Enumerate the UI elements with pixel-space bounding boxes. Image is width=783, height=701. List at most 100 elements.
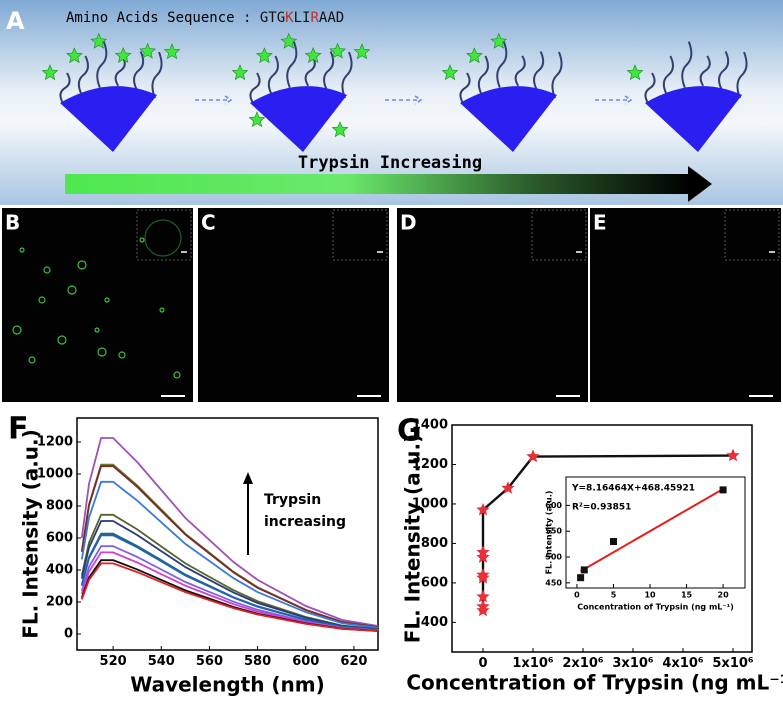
star-marker (476, 599, 490, 613)
plot-frame (451, 424, 753, 653)
r-squared: R²=0.93851 (572, 503, 631, 513)
peptide-chain (681, 41, 693, 88)
star-marker (501, 481, 515, 494)
peptide-chain (77, 55, 89, 95)
step-arrow (195, 95, 233, 105)
annotation: Trypsin (264, 492, 321, 508)
y-tick-label: 1000 (412, 496, 448, 511)
x-tick-label: 560 (196, 654, 223, 669)
cell (19, 247, 25, 253)
peptide-chain (699, 55, 711, 87)
dye-star (441, 64, 459, 81)
star-marker (526, 449, 540, 463)
x-tick-label: 4x10⁶ (662, 656, 704, 671)
peptide-chain (496, 41, 508, 88)
sequence-part: K (285, 10, 294, 26)
x-tick-label: 1x10⁶ (512, 656, 554, 671)
peptide-chain (718, 51, 730, 90)
equation: Y=8.16464X+468.45921 (571, 484, 695, 494)
peptide-chain (477, 55, 489, 95)
nanoparticle (460, 86, 557, 152)
y-tick-label: 0 (64, 627, 73, 642)
data-line (80, 520, 379, 631)
nanoparticle (645, 86, 742, 152)
dye-star (114, 47, 132, 63)
peptide-chain (59, 72, 71, 104)
peptide-chain (514, 55, 526, 87)
cell (139, 237, 145, 243)
cell (67, 285, 77, 295)
y-axis-label: FL. Intensity (a.u.) (401, 434, 425, 644)
x-tick-label: 2x10⁶ (562, 656, 604, 671)
x-axis-label: Wavelength (nm) (130, 673, 325, 697)
y-tick-label: 400 (421, 615, 448, 630)
peptide-chain (249, 72, 261, 104)
data-line (80, 437, 379, 627)
panel-label: F (8, 412, 29, 447)
x-tick-label: 520 (100, 654, 127, 669)
sequence-label: Amino Acids Sequence : (66, 10, 260, 26)
peptide-chain (304, 55, 316, 87)
y-tick-label: 1400 (412, 418, 448, 433)
y-tick-label: 800 (421, 536, 448, 551)
plot-frame (565, 476, 746, 589)
x-tick-label: 5 (611, 591, 617, 600)
annotation: increasing (264, 514, 346, 530)
x-tick-label: 600 (292, 654, 319, 669)
panel-label: G (397, 414, 422, 449)
y-tick-label: 1200 (37, 435, 73, 450)
y-tick-label: 600 (421, 575, 448, 590)
peptide-chain (551, 51, 563, 99)
x-axis-label: Concentration of Trypsin (ng mL⁻¹) (406, 671, 783, 695)
peptide-chain (459, 72, 471, 104)
x-tick-label: 620 (340, 654, 367, 669)
panel-label: A (6, 7, 25, 35)
star-marker (476, 545, 490, 558)
sequence-part: GTG (260, 10, 285, 26)
peptide-chain (533, 51, 545, 90)
data-line (80, 480, 379, 629)
sequence-part: AAD (319, 10, 344, 26)
dye-star (329, 42, 346, 59)
released-star (248, 111, 266, 128)
gradient-arrow-head (688, 166, 712, 202)
dye-star (280, 32, 298, 49)
cell (77, 260, 87, 270)
y-tick-label: 550 (545, 527, 562, 536)
sequence-line: Amino Acids Sequence : GTGKLIRAAD (66, 10, 344, 26)
dye-star (66, 47, 83, 64)
y-tick-label: 600 (46, 531, 73, 546)
dye-star (90, 32, 108, 49)
peptide-chain (662, 55, 674, 95)
x-tick-label: 10 (644, 591, 656, 600)
dye-star (353, 43, 371, 60)
cell (12, 325, 22, 335)
panel-label: B (5, 211, 20, 235)
peptide-chain (286, 41, 298, 88)
x-tick-label: 0 (574, 591, 580, 600)
microscopy-image (590, 208, 781, 402)
peptide-chain (644, 72, 656, 104)
dye-star (490, 32, 508, 49)
peptide-chain (341, 51, 353, 99)
x-tick-label: 3x10⁶ (612, 656, 654, 671)
star-marker (726, 448, 740, 462)
y-tick-label: 600 (545, 501, 562, 510)
star-marker (476, 603, 490, 617)
x-tick-label: 540 (148, 654, 175, 669)
data-line (80, 551, 379, 632)
nanoparticle (60, 86, 157, 152)
released-star (331, 121, 349, 138)
peptide-diagram (41, 32, 748, 152)
peptide-chain (267, 55, 279, 95)
fit-line (580, 488, 724, 573)
sequence-part: R (310, 10, 319, 26)
sequence-part: LI (294, 10, 311, 26)
x-tick-label: 5x10⁶ (712, 656, 754, 671)
y-axis-label: FL. Intensity (a.u.) (545, 491, 554, 575)
data-line (80, 562, 379, 632)
y-tick-label: 200 (46, 595, 73, 610)
peptide-chain (96, 41, 108, 88)
dye-star (304, 47, 322, 63)
data-line (80, 513, 379, 631)
